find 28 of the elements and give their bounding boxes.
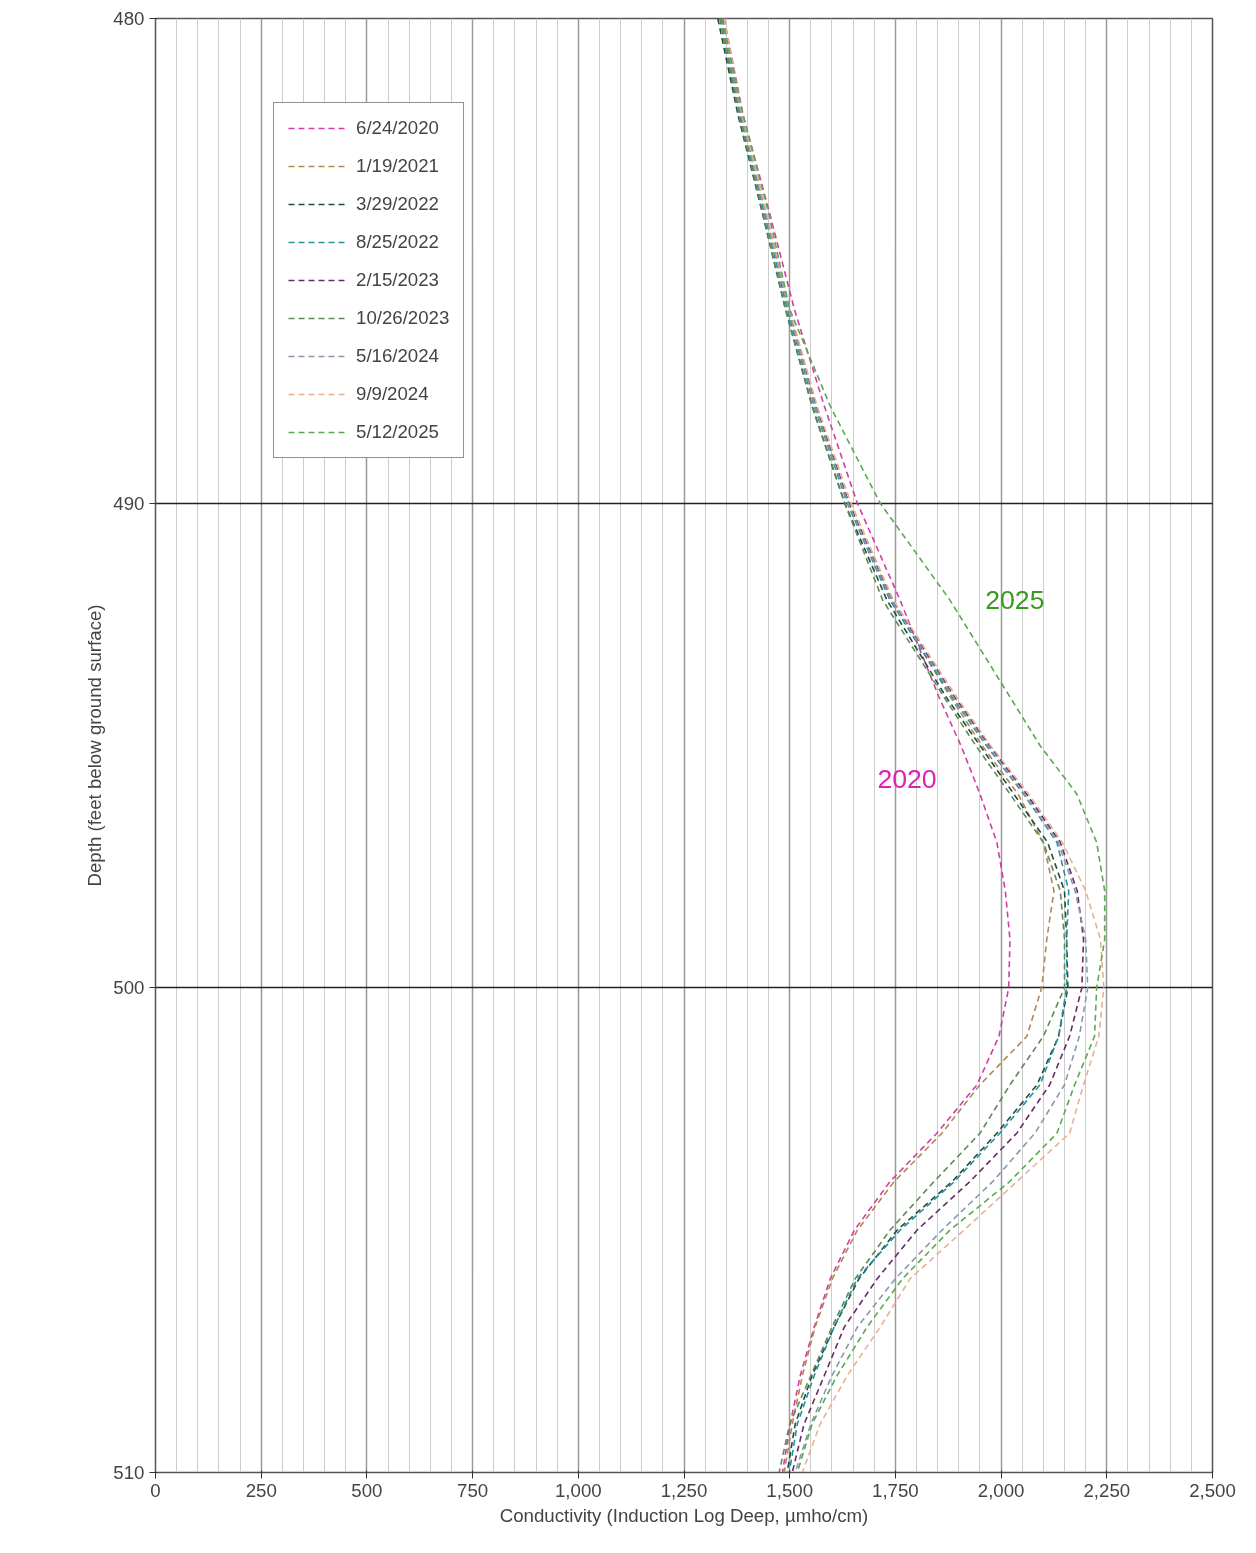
x-tick-label: 1,000	[554, 1479, 602, 1501]
x-tick-label: 2,000	[977, 1479, 1025, 1501]
annotation: 2025	[985, 585, 1045, 616]
legend-label: 9/9/2024	[356, 383, 429, 405]
legend-label: 8/25/2022	[356, 231, 439, 253]
x-tick-label: 1,750	[872, 1479, 919, 1501]
x-axis-title: Conductivity (Induction Log Deep, µmho/cm)	[499, 1504, 869, 1526]
annotation: 2020	[877, 763, 937, 794]
x-tick-label: 1,500	[766, 1479, 814, 1501]
legend-label: 10/26/2023	[356, 307, 450, 329]
legend-label: 3/29/2022	[356, 193, 439, 215]
x-tick-label: 1,250	[660, 1479, 708, 1501]
y-tick-label: 500	[113, 977, 145, 999]
x-tick-label: 0	[150, 1479, 161, 1501]
x-tick-label: 2,250	[1083, 1479, 1131, 1501]
x-tick-label: 500	[351, 1479, 383, 1501]
y-tick-label: 510	[113, 1462, 145, 1483]
x-tick-label: 250	[245, 1479, 277, 1501]
legend-label: 1/19/2021	[356, 155, 439, 177]
legend-label: 2/15/2023	[356, 269, 439, 291]
legend-label: 5/16/2024	[356, 345, 439, 367]
x-tick-label: 2,500	[1189, 1479, 1236, 1501]
legend-label: 5/12/2025	[356, 421, 439, 443]
y-tick-label: 490	[113, 492, 145, 514]
legend-label: 6/24/2020	[356, 117, 439, 139]
x-tick-label: 750	[457, 1479, 489, 1501]
y-tick-label: 480	[113, 8, 145, 29]
y-axis-title: Depth (feet below ground surface)	[84, 604, 106, 887]
